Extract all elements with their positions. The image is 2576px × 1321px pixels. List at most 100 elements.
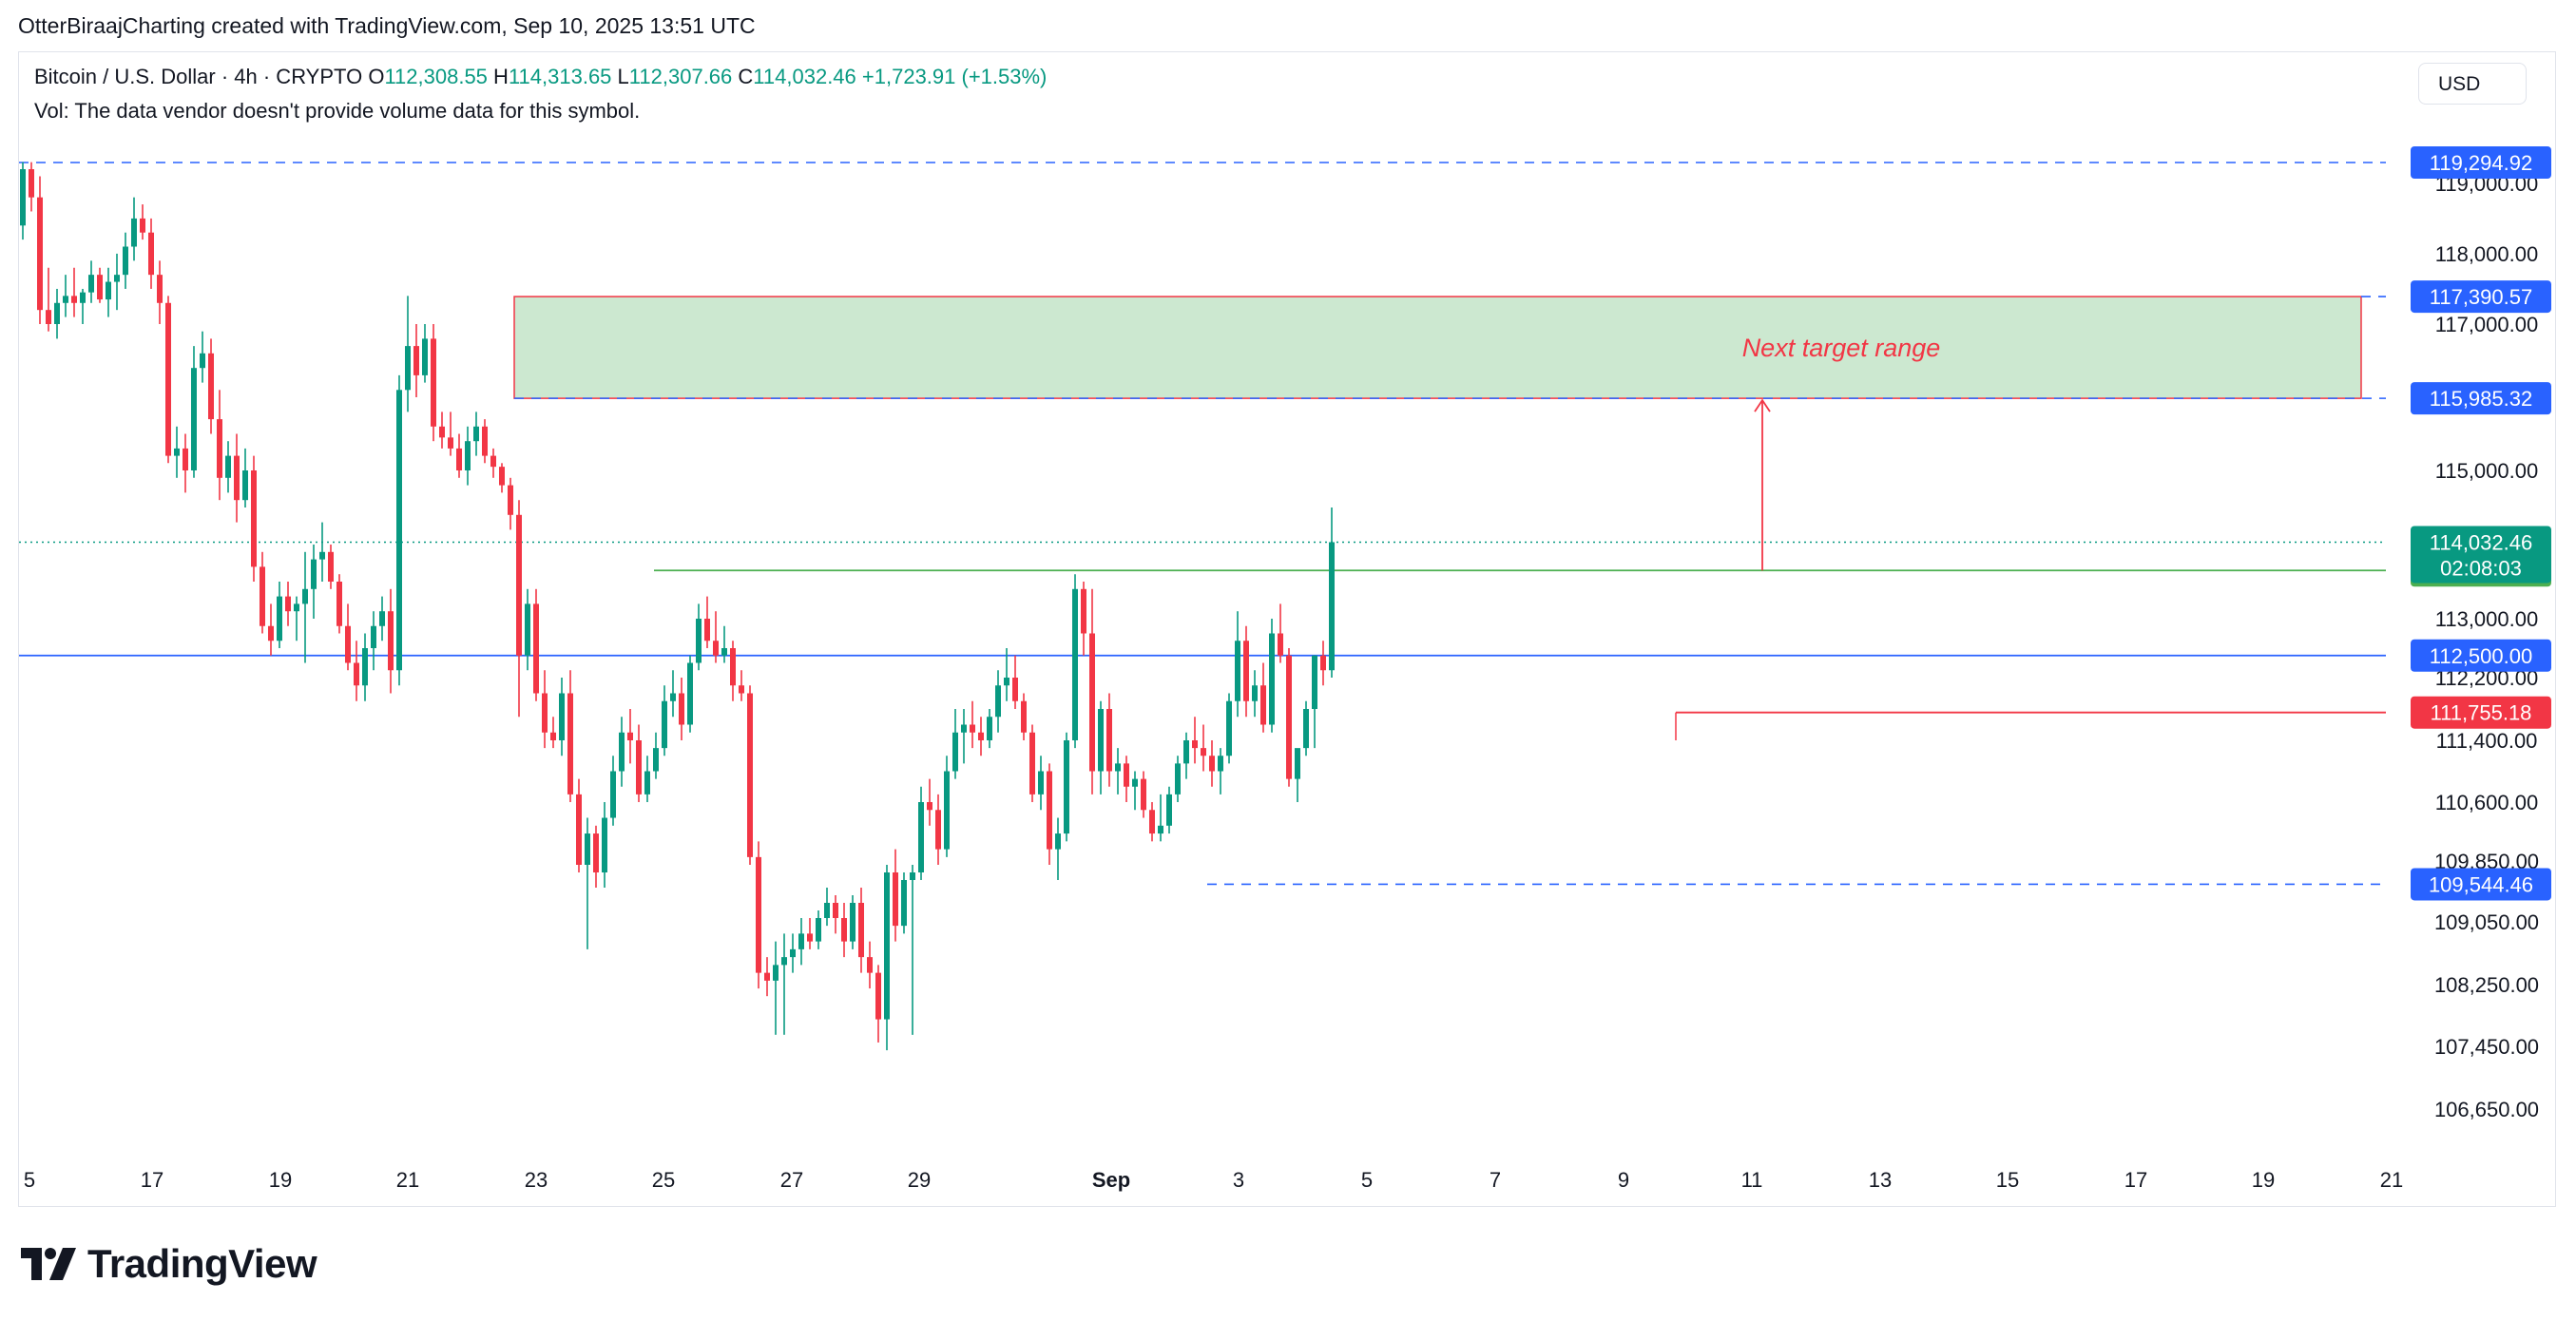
candle [559, 678, 565, 756]
annotation-layer [1675, 398, 1771, 740]
candle [1029, 724, 1035, 802]
symbol-name: Bitcoin / U.S. Dollar · 4h · CRYPTO [34, 65, 363, 88]
candle [627, 709, 633, 764]
candle [1329, 507, 1335, 678]
candle [260, 551, 265, 634]
candle-body [653, 748, 659, 772]
candle-body [1320, 655, 1326, 671]
candle [807, 918, 813, 949]
candle [781, 933, 787, 1035]
candle [97, 267, 103, 303]
candle [1295, 748, 1300, 802]
candle [1192, 717, 1198, 764]
candle [234, 433, 240, 523]
y-tick-label: 111,400.00 [2436, 729, 2538, 753]
candle [798, 918, 804, 966]
candle [200, 331, 205, 383]
candle-body [71, 296, 77, 303]
candle-body [473, 426, 479, 442]
candle-body [260, 566, 265, 626]
candle-body [824, 903, 830, 918]
candle [345, 603, 351, 671]
candle-body [371, 625, 376, 648]
candle [106, 267, 111, 317]
candle-body [935, 810, 941, 850]
candle-body [1055, 833, 1061, 850]
candle-body [242, 470, 248, 501]
currency-button[interactable]: USD [2418, 63, 2527, 105]
candle [251, 455, 257, 582]
candle [790, 933, 796, 973]
candle-body [636, 740, 642, 795]
candle [1012, 655, 1018, 709]
candle [619, 717, 625, 787]
candle-body [721, 648, 727, 656]
candle-body [756, 856, 761, 973]
candle [1098, 700, 1104, 795]
candle [174, 426, 180, 478]
candle-body [208, 353, 214, 420]
candle [439, 412, 445, 449]
candle [405, 296, 411, 412]
candle [987, 709, 992, 749]
candle-body [251, 470, 257, 567]
price-label-2-bg [2411, 382, 2551, 415]
price-label-0-bg [2411, 146, 2551, 179]
candle-body [987, 717, 992, 740]
price-lines-layer [19, 162, 2386, 886]
candle [1106, 693, 1112, 787]
candle [1089, 588, 1095, 795]
candle-body [37, 197, 43, 311]
candle-body [773, 965, 779, 981]
candle-body [311, 559, 317, 589]
candle-body [627, 732, 633, 740]
candle [20, 162, 26, 240]
candle-body [1149, 810, 1155, 834]
candle [602, 802, 607, 888]
price-label-5-bg [2411, 696, 2551, 729]
candle [867, 941, 873, 989]
candle-body [798, 933, 804, 949]
candle [696, 603, 702, 671]
candle [1132, 771, 1138, 811]
candle-body [1029, 732, 1035, 795]
candle-body [319, 551, 325, 560]
x-tick-label: 5 [24, 1168, 35, 1192]
candle-body [1132, 778, 1138, 787]
candle [935, 794, 941, 865]
close-value: 114,032.46 [753, 65, 856, 88]
y-tick-label: 115,000.00 [2435, 459, 2538, 483]
candle [208, 338, 214, 434]
candle [1312, 655, 1317, 749]
candle-body [884, 872, 890, 1020]
candle-body [670, 693, 676, 701]
candle-body [1004, 678, 1009, 686]
candle [1004, 648, 1009, 701]
candle-body [140, 218, 145, 233]
price-label-0: 119,294.92 [2430, 151, 2532, 175]
candle [833, 895, 838, 934]
candle [123, 232, 128, 289]
candle [302, 551, 308, 663]
candle-body [1252, 685, 1258, 701]
candle [1243, 625, 1249, 718]
candle [277, 582, 282, 648]
candle [670, 670, 676, 718]
candle-body [1166, 794, 1172, 826]
candle [576, 778, 582, 872]
target-zone-layer: Next target range [513, 296, 2362, 399]
candle [285, 582, 291, 626]
candle [1201, 724, 1206, 772]
candle [773, 941, 779, 1035]
x-tick-label: 5 [1361, 1168, 1373, 1192]
tradingview-logo[interactable]: TradingView [21, 1240, 317, 1288]
candle-body [687, 662, 693, 725]
candle-body [1124, 763, 1129, 787]
candle [687, 655, 693, 733]
candle-body [405, 346, 411, 391]
candle-body [448, 437, 453, 449]
symbol-legend: Bitcoin / U.S. Dollar · 4h · CRYPTO O112… [34, 65, 1047, 89]
candle-body [1081, 588, 1086, 634]
candle-body [1072, 588, 1078, 740]
